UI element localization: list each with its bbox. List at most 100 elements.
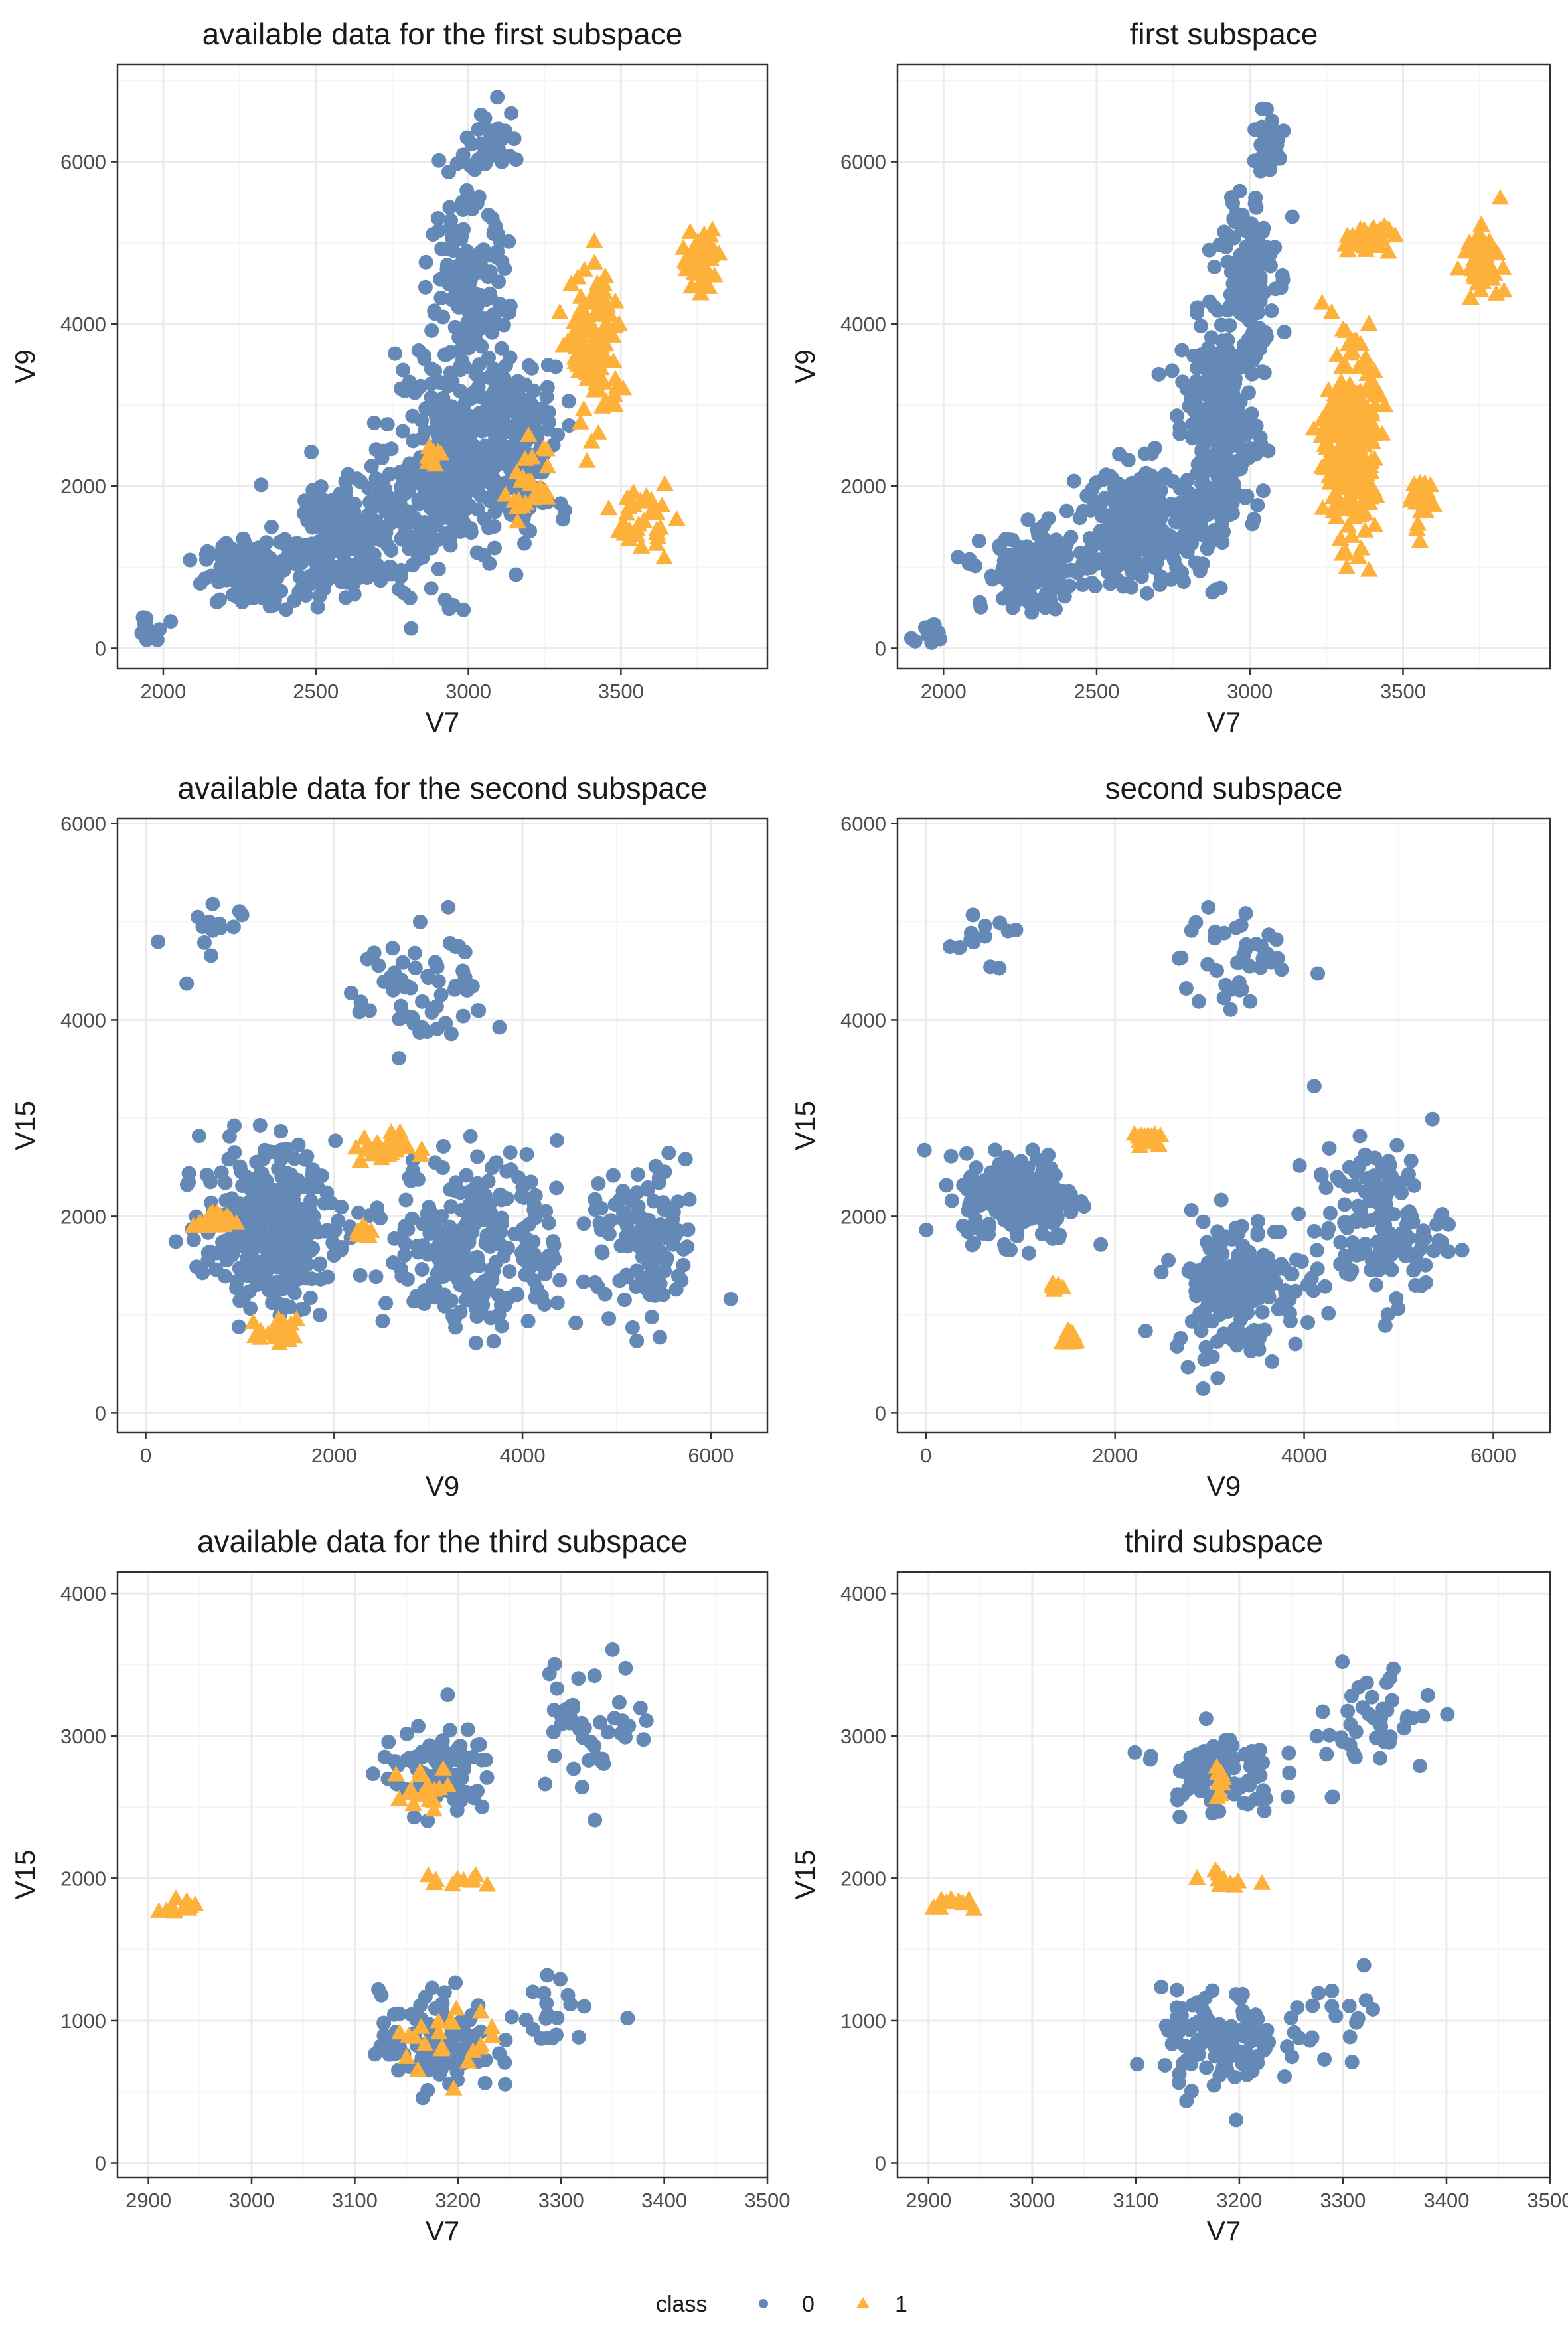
point-class-0 [1138, 1323, 1153, 1338]
point-class-0 [497, 261, 512, 276]
point-class-0 [433, 987, 449, 1002]
point-class-1 [588, 369, 606, 386]
x-tick-label: 0 [920, 1444, 931, 1467]
point-class-0 [337, 554, 353, 570]
point-class-0 [577, 1999, 592, 2014]
x-tick-label: 3300 [1320, 2189, 1366, 2212]
point-class-0 [195, 1265, 210, 1281]
point-class-0 [969, 1160, 984, 1176]
point-class-1 [420, 438, 439, 455]
point-class-0 [364, 459, 379, 474]
point-class-1 [619, 498, 638, 514]
point-class-0 [1001, 1213, 1016, 1228]
point-class-0 [1256, 1247, 1271, 1263]
point-class-0 [445, 501, 460, 516]
point-class-0 [440, 1687, 455, 1703]
point-class-1 [1350, 477, 1368, 494]
point-class-1 [1331, 400, 1349, 417]
point-class-1 [1313, 457, 1331, 474]
point-class-0 [490, 90, 505, 105]
point-class-0 [393, 465, 408, 480]
point-class-0 [541, 1215, 556, 1231]
point-class-1 [1494, 259, 1512, 275]
point-class-0 [1222, 1259, 1237, 1275]
point-class-1 [606, 317, 624, 333]
point-class-0 [1238, 906, 1253, 921]
point-class-0 [1059, 503, 1074, 518]
panel-border [116, 63, 769, 670]
point-class-0 [639, 1713, 654, 1729]
point-class-0 [1196, 1214, 1211, 1229]
x-tick-label: 2900 [125, 2189, 171, 2212]
point-class-0 [1391, 1301, 1406, 1316]
point-class-0 [414, 431, 430, 446]
point-class-0 [1290, 2000, 1305, 2015]
point-class-0 [422, 481, 437, 497]
point-class-0 [411, 1719, 426, 1734]
point-class-0 [546, 1724, 561, 1739]
point-class-0 [1106, 567, 1121, 582]
point-class-1 [520, 426, 538, 443]
point-class-0 [1229, 2112, 1244, 2128]
point-class-0 [452, 298, 467, 313]
point-class-0 [959, 1146, 974, 1161]
point-class-0 [202, 914, 217, 929]
point-class-0 [1310, 1261, 1325, 1277]
x-axis-label: V7 [1207, 706, 1241, 738]
point-class-0 [519, 1147, 534, 1162]
point-class-0 [373, 573, 388, 588]
point-class-0 [1201, 900, 1216, 915]
point-class-0 [229, 1281, 244, 1296]
point-class-0 [428, 955, 443, 970]
point-class-0 [453, 384, 468, 399]
point-class-0 [668, 1228, 683, 1243]
point-class-0 [1264, 955, 1279, 970]
point-class-1 [585, 232, 603, 248]
point-class-0 [1234, 982, 1249, 997]
point-class-0 [1072, 510, 1087, 526]
point-class-0 [413, 1241, 428, 1257]
point-class-0 [1226, 211, 1241, 226]
point-class-1 [1366, 516, 1384, 532]
chart-title: available data for the third subspace [197, 1524, 688, 1559]
point-class-0 [282, 1273, 297, 1288]
point-class-0 [1318, 1180, 1334, 1196]
point-class-0 [1039, 1174, 1054, 1189]
point-class-0 [1166, 552, 1182, 568]
point-class-0 [1238, 942, 1253, 957]
point-class-0 [1344, 1263, 1360, 1279]
point-class-0 [1306, 1283, 1321, 1298]
point-class-0 [450, 451, 465, 467]
point-class-0 [1214, 483, 1229, 499]
point-class-0 [1409, 1246, 1425, 1261]
point-class-0 [428, 1155, 443, 1170]
point-class-0 [374, 1988, 389, 2003]
point-class-0 [443, 1199, 459, 1214]
point-class-0 [472, 1737, 487, 1752]
point-class-1 [443, 1875, 461, 1892]
point-class-1 [404, 1784, 422, 1800]
point-class-0 [571, 1671, 586, 1686]
point-class-1 [410, 1766, 429, 1782]
point-class-0 [1418, 1257, 1433, 1273]
point-class-0 [1247, 325, 1262, 340]
y-tick-label: 4000 [60, 1582, 106, 1605]
x-tick-label: 6000 [688, 1444, 734, 1467]
point-class-0 [540, 358, 556, 373]
point-class-0 [1233, 461, 1248, 477]
point-class-0 [430, 1021, 445, 1036]
point-class-0 [1193, 319, 1208, 334]
point-class-0 [601, 1311, 617, 1326]
point-class-0 [1265, 1354, 1280, 1369]
point-class-0 [1248, 2007, 1263, 2023]
point-class-0 [1249, 262, 1265, 277]
point-class-0 [665, 1212, 680, 1227]
point-class-0 [611, 1695, 627, 1710]
point-class-0 [644, 1310, 659, 1325]
x-tick-label: 3000 [1227, 680, 1273, 703]
point-class-0 [391, 514, 406, 529]
point-class-1 [1210, 1870, 1227, 1887]
point-class-0 [1375, 1165, 1390, 1180]
